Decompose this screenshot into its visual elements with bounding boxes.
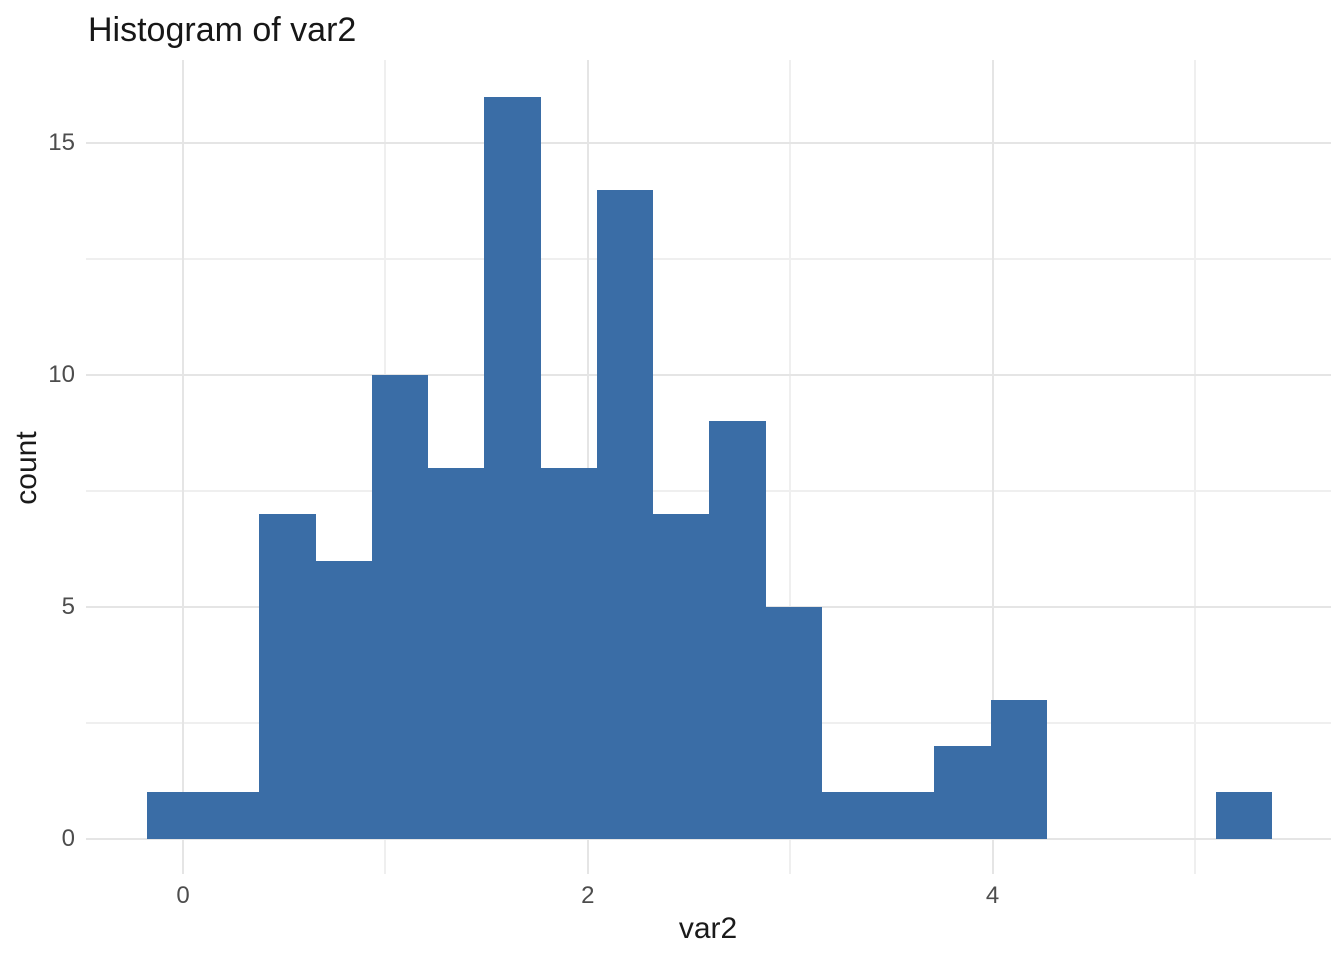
x-axis-tick-label: 4 [985, 882, 1000, 909]
x-minor-gridline [789, 60, 792, 874]
plot-title: Histogram of var2 [88, 11, 357, 49]
histogram-bar [371, 375, 429, 840]
y-minor-gridline [86, 258, 1331, 261]
histogram-bar [315, 560, 373, 840]
y-axis-tick-label: 15 [48, 129, 75, 157]
histogram-bar [821, 792, 879, 840]
histogram-bar [259, 514, 316, 840]
histogram-bar [934, 745, 992, 840]
histogram-bar [427, 467, 485, 840]
histogram-bar [202, 792, 260, 840]
y-minor-gridline [86, 489, 1331, 492]
histogram-bar [765, 606, 823, 840]
histogram-bar [878, 792, 935, 840]
x-major-gridline [991, 60, 994, 874]
x-major-gridline [182, 60, 184, 874]
histogram-bar [484, 97, 541, 840]
x-major-gridline [586, 60, 589, 874]
histogram-bar [596, 189, 654, 840]
y-major-gridline [86, 142, 1331, 145]
x-axis-tick-label: 0 [176, 882, 190, 909]
y-axis-tick-label: 10 [48, 361, 75, 389]
histogram-bar [146, 792, 204, 840]
y-major-gridline [86, 374, 1331, 377]
y-axis-tick-label: 0 [61, 824, 75, 852]
histogram-bar [990, 699, 1048, 840]
x-axis-tick-label: 2 [581, 882, 595, 909]
histogram-bar [652, 514, 710, 840]
histogram-bar [540, 467, 598, 840]
y-axis-tick-label: 5 [61, 592, 75, 620]
x-minor-gridline [1194, 60, 1196, 874]
y-axis-title: count [10, 431, 43, 505]
histogram-bar [709, 421, 766, 840]
plot-area [86, 60, 1331, 874]
histogram-bar [1215, 792, 1273, 840]
x-axis-title: var2 [678, 912, 738, 945]
